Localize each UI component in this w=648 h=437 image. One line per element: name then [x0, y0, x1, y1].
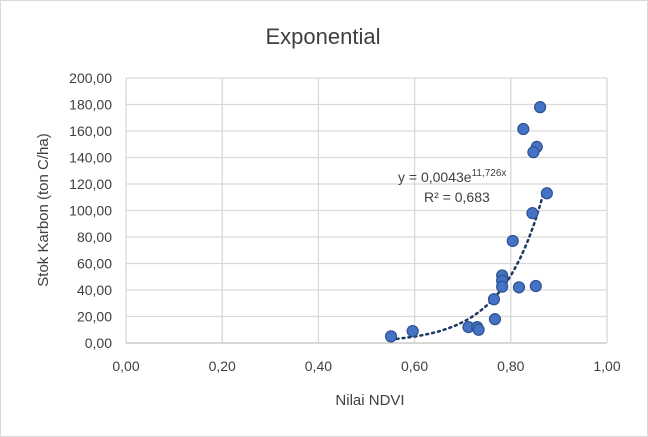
data-point — [406, 324, 419, 338]
data-point — [540, 187, 553, 200]
x-tick-label: 0,00 — [112, 358, 139, 374]
x-tick-label: 0,80 — [497, 358, 524, 374]
data-point — [488, 313, 502, 326]
x-tick-label: 0,20 — [209, 358, 236, 374]
y-tick-label: 40,00 — [77, 282, 112, 298]
data-point — [384, 330, 398, 343]
y-tick-label: 80,00 — [77, 229, 112, 245]
data-point — [512, 281, 526, 294]
data-point — [526, 207, 539, 220]
y-tick-label: 100,00 — [69, 203, 112, 219]
data-point — [527, 146, 540, 159]
y-tick-label: 120,00 — [69, 176, 112, 192]
trendline-r2: R² = 0,683 — [424, 189, 490, 205]
data-point — [496, 280, 509, 293]
y-axis-label: Stok Karbon (ton C/ha) — [35, 133, 52, 286]
data-point — [472, 323, 485, 336]
y-tick-label: 60,00 — [77, 256, 112, 272]
trendline — [389, 188, 546, 341]
data-point — [529, 279, 542, 293]
data-point — [517, 122, 530, 136]
trendline-equation: y = 0,0043e11,726x — [398, 168, 506, 185]
x-tick-label: 0,40 — [305, 358, 332, 374]
y-tick-label: 180,00 — [69, 97, 112, 113]
chart-title: Exponential — [266, 24, 381, 49]
x-axis-label: Nilai NDVI — [335, 392, 404, 409]
y-tick-label: 200,00 — [69, 70, 112, 86]
x-tick-label: 1,00 — [593, 358, 620, 374]
x-tick-label: 0,60 — [401, 358, 428, 374]
data-point — [487, 293, 501, 306]
y-tick-label: 20,00 — [77, 309, 112, 325]
data-point — [506, 234, 519, 248]
y-tick-label: 160,00 — [69, 123, 112, 139]
y-tick-label: 140,00 — [69, 150, 112, 166]
y-tick-label: 0,00 — [85, 335, 112, 351]
data-point — [534, 101, 547, 114]
